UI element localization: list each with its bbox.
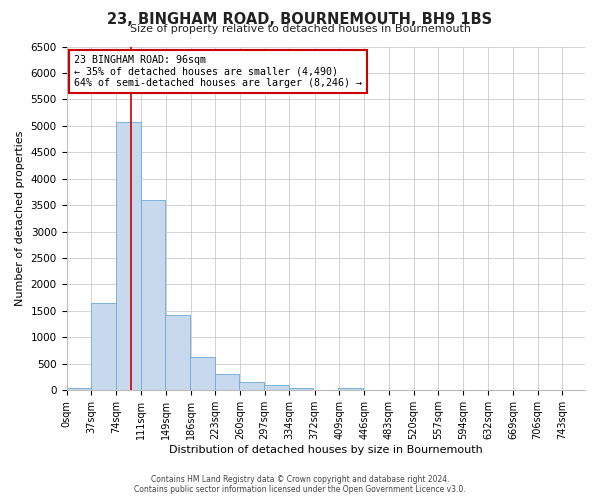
- Text: 23 BINGHAM ROAD: 96sqm
← 35% of detached houses are smaller (4,490)
64% of semi-: 23 BINGHAM ROAD: 96sqm ← 35% of detached…: [74, 55, 362, 88]
- Bar: [91, 303, 116, 390]
- Bar: [67, 388, 91, 390]
- Text: Contains HM Land Registry data © Crown copyright and database right 2024.
Contai: Contains HM Land Registry data © Crown c…: [134, 474, 466, 494]
- Bar: [165, 315, 190, 390]
- Bar: [215, 374, 239, 390]
- Bar: [239, 382, 264, 390]
- Text: Size of property relative to detached houses in Bournemouth: Size of property relative to detached ho…: [130, 24, 470, 34]
- Bar: [116, 122, 140, 390]
- Bar: [338, 388, 363, 390]
- Text: 23, BINGHAM ROAD, BOURNEMOUTH, BH9 1BS: 23, BINGHAM ROAD, BOURNEMOUTH, BH9 1BS: [107, 12, 493, 28]
- Bar: [289, 388, 313, 390]
- Bar: [264, 385, 289, 390]
- Y-axis label: Number of detached properties: Number of detached properties: [15, 130, 25, 306]
- Bar: [190, 358, 215, 390]
- X-axis label: Distribution of detached houses by size in Bournemouth: Distribution of detached houses by size …: [169, 445, 482, 455]
- Bar: [140, 200, 165, 390]
